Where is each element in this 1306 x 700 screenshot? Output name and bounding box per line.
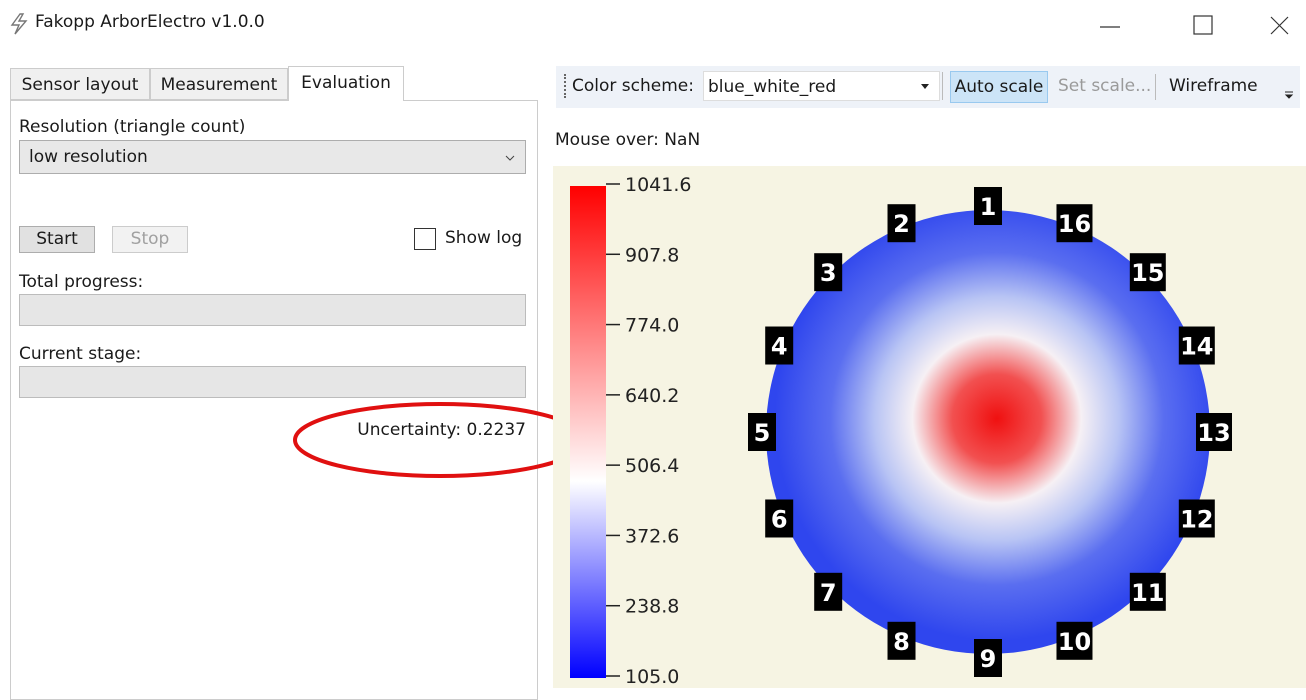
window-controls bbox=[1100, 15, 1289, 35]
checkbox[interactable] bbox=[414, 228, 436, 250]
sensor: 7 bbox=[814, 572, 843, 611]
sensor-box bbox=[1129, 253, 1166, 292]
sensor-label: 4 bbox=[771, 333, 788, 361]
sensor-label: 5 bbox=[754, 419, 771, 447]
uncertainty: Uncertainty: 0.2237 bbox=[357, 420, 526, 440]
colorbar-label: 774.0 bbox=[625, 315, 679, 337]
sensor-box bbox=[974, 187, 1002, 225]
label: Resolution (triangle count) bbox=[19, 117, 246, 137]
sensor: 15 bbox=[1129, 253, 1166, 292]
sensor-box bbox=[1129, 572, 1166, 611]
separator bbox=[1155, 74, 1156, 100]
sensor-box bbox=[814, 572, 843, 611]
sensor: 2 bbox=[887, 204, 916, 243]
sensor: 11 bbox=[1129, 572, 1166, 611]
mouse-over: Mouse over: NaN bbox=[555, 130, 701, 150]
wireframe-button[interactable]: Wireframe bbox=[1169, 76, 1258, 96]
progress-bar bbox=[19, 366, 526, 398]
sensor: 6 bbox=[765, 499, 794, 538]
colorbar bbox=[570, 186, 606, 678]
heatmap bbox=[766, 210, 1210, 654]
progress-bar bbox=[19, 294, 526, 326]
maximize[interactable] bbox=[1193, 15, 1213, 35]
sensor-label: 1 bbox=[980, 193, 997, 221]
sensor-box bbox=[974, 639, 1002, 677]
sensor-box bbox=[1196, 413, 1232, 451]
colorbar-label: 640.2 bbox=[625, 385, 679, 407]
auto-scale-button[interactable]: Auto scale bbox=[950, 71, 1048, 103]
sensor-box bbox=[887, 621, 916, 660]
dropdown-value: low resolution bbox=[29, 147, 148, 167]
sensor-box bbox=[748, 413, 776, 451]
sensor-label: 3 bbox=[820, 259, 837, 287]
sensor: 3 bbox=[814, 253, 843, 292]
sensor-box bbox=[765, 499, 794, 538]
highlight-ellipse bbox=[293, 402, 587, 478]
sensor: 4 bbox=[765, 326, 794, 365]
sensor-box bbox=[887, 204, 916, 243]
colorbar-label: 238.8 bbox=[625, 596, 679, 618]
sensor-label: 16 bbox=[1058, 210, 1091, 238]
dropdown-arrow bbox=[505, 155, 515, 161]
tab[interactable]: Sensor layout bbox=[10, 68, 150, 100]
colorbar-label: 1041.6 bbox=[625, 174, 691, 196]
sensor-box bbox=[1178, 499, 1215, 538]
sensor-label: 6 bbox=[771, 505, 788, 533]
sensor-label: 9 bbox=[980, 645, 997, 673]
sensor-label: 8 bbox=[893, 628, 910, 656]
sensor-label: 13 bbox=[1197, 419, 1230, 447]
sensor: 8 bbox=[887, 621, 916, 660]
sensor-box bbox=[1056, 204, 1093, 243]
app-icon bbox=[10, 13, 28, 35]
dropdown[interactable]: low resolution bbox=[19, 140, 526, 174]
checkbox-label: Show log bbox=[445, 228, 523, 248]
tab-panel bbox=[10, 100, 538, 700]
overflow[interactable] bbox=[1284, 90, 1294, 100]
sensor: 13 bbox=[1196, 413, 1232, 451]
sensor: 14 bbox=[1178, 326, 1215, 365]
colorbar-label: 506.4 bbox=[625, 455, 679, 477]
colorbar-label: 372.6 bbox=[625, 525, 679, 547]
sensor: 12 bbox=[1178, 499, 1215, 538]
start-button[interactable]: Start bbox=[19, 226, 95, 253]
sensor: 9 bbox=[974, 639, 1002, 677]
sensor-label: 10 bbox=[1058, 628, 1091, 656]
label: Total progress: bbox=[19, 272, 144, 292]
window-title: Fakopp ArborElectro v1.0.0 bbox=[35, 12, 265, 32]
separator bbox=[942, 72, 943, 100]
sensor-box bbox=[765, 326, 794, 365]
combo-arrow bbox=[921, 84, 929, 89]
sensor-label: 14 bbox=[1180, 333, 1213, 361]
close[interactable] bbox=[1270, 16, 1289, 35]
stop-button: Stop bbox=[112, 226, 188, 253]
sensor: 5 bbox=[748, 413, 776, 451]
plot-area: 1041.6 907.8 774.0 640.2 506.4 372.6 238.8 105.… bbox=[553, 166, 1306, 688]
sensor: 1 bbox=[974, 187, 1002, 225]
colorbar-label: 105.0 bbox=[625, 666, 679, 688]
sensor-label: 15 bbox=[1131, 259, 1164, 287]
toolbar: Color scheme: blue_white_red Auto scale … bbox=[556, 66, 1300, 108]
set-scale-button: Set scale... bbox=[1058, 76, 1152, 96]
grip bbox=[564, 74, 568, 98]
tab[interactable]: Measurement bbox=[150, 68, 288, 100]
sensor: 10 bbox=[1056, 621, 1093, 660]
sensor-label: 12 bbox=[1180, 505, 1213, 533]
sensor-label: 2 bbox=[893, 210, 910, 238]
sensor: 16 bbox=[1056, 204, 1093, 243]
combo[interactable]: blue_white_red bbox=[703, 71, 940, 101]
colorbar-label: 907.8 bbox=[625, 244, 679, 266]
sensor-box bbox=[1056, 621, 1093, 660]
sensor-label: 11 bbox=[1131, 579, 1164, 607]
sensor-label: 7 bbox=[820, 579, 837, 607]
label: Current stage: bbox=[19, 344, 142, 364]
sensor-box bbox=[814, 253, 843, 292]
tab-selected[interactable]: Evaluation bbox=[288, 66, 404, 101]
combo-value: blue_white_red bbox=[708, 77, 837, 97]
label: Color scheme: bbox=[572, 76, 694, 96]
sensor-box bbox=[1178, 326, 1215, 365]
